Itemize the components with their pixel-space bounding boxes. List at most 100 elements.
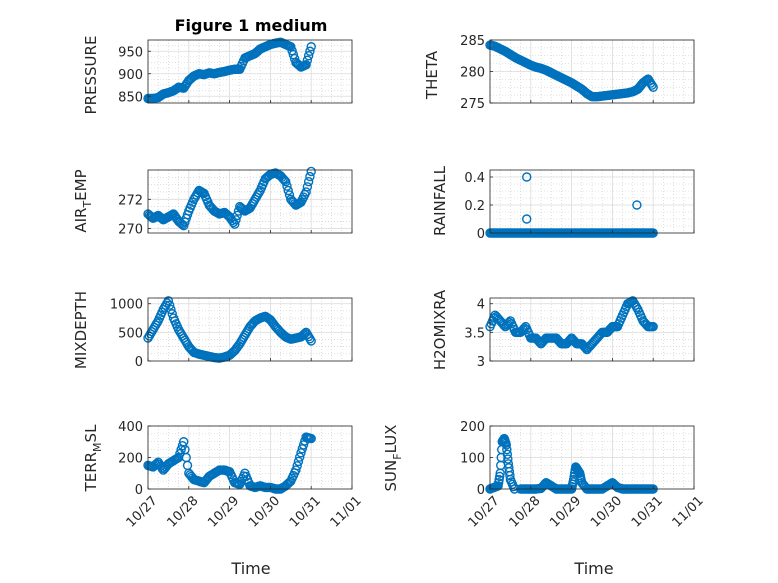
xtick-label-date: 10/27 (466, 493, 503, 530)
ylabel-rainfall: RAINFALL (431, 165, 449, 236)
data-point-interp-pressure (305, 46, 315, 56)
data-point-theta (648, 82, 658, 92)
ylabel-sun-flux: SUNFLUX (382, 425, 404, 492)
ytick-label-sun-flux: 100 (460, 452, 485, 467)
panel-air-temp: 270 272 (118, 166, 353, 238)
data-point-interp-air-temp (279, 175, 290, 185)
data-point-interp-air-temp (305, 171, 315, 182)
data-point-interp-theta (640, 76, 651, 86)
ylabel-air-temp-sub: T (81, 201, 94, 209)
xtick-label-date: 10/28 (506, 493, 543, 530)
data-point-interp-air-temp (282, 181, 292, 191)
data-point-interp-pressure (303, 51, 314, 61)
ylabel-air-temp-part2: EMP (72, 169, 90, 200)
ytick-label-pressure: 900 (118, 68, 143, 83)
data-point-interp-air-temp (278, 174, 288, 184)
data-point-interp-mixdepth (305, 334, 315, 344)
data-point-interp-mixdepth (298, 329, 309, 340)
ylabel-sun-part1: SUN (382, 460, 400, 492)
ytick-label-rainfall: 0.4 (464, 171, 485, 186)
ytick-label-mixdepth: 1000 (110, 298, 143, 313)
ylabel-sun-sub: F (391, 453, 404, 459)
ytick-label-rainfall: 0.2 (464, 199, 485, 214)
ytick-label-pressure: 950 (118, 45, 143, 60)
data-point-air-temp (306, 166, 316, 177)
panel-pressure: 850 900 950 (118, 37, 353, 105)
data-point-interp-sun-flux (502, 444, 512, 455)
data-point-air-temp (281, 177, 291, 187)
data-point-mixdepth (163, 296, 174, 306)
panel-mixdepth: 0 500 1000 (110, 296, 353, 370)
data-point-rainfall (632, 200, 642, 210)
ytick-label-theta: 285 (460, 34, 485, 49)
xtick-label-date: 10/29 (205, 493, 242, 530)
ytick-label-h2omixra: 3 (477, 355, 485, 370)
axes-box-mixdepth (147, 297, 353, 362)
data-point-interp-air-temp (232, 210, 242, 221)
data-point-pressure (306, 42, 316, 52)
panel-rainfall: 0 0.2 0.4 (464, 169, 695, 242)
ylabel-sun-part2: LUX (382, 425, 400, 454)
ytick-label-pressure: 850 (118, 90, 143, 105)
ytick-label-terr-msl: 200 (118, 452, 143, 467)
data-point-interp-sun-flux (493, 478, 504, 488)
data-point-interp-air-temp (303, 177, 314, 187)
ylabel-terr-sub: M (91, 442, 104, 452)
xtick-label-date: 10/28 (164, 493, 201, 530)
data-point-interp-sun-flux (503, 454, 513, 464)
ytick-label-air-temp: 272 (118, 193, 143, 208)
ylabel-mixdepth: MIXDEPTH (72, 291, 90, 369)
xtick-label-date: 10/31 (287, 493, 324, 530)
data-point-interp-sun-flux (494, 471, 505, 482)
data-point-interp-h2omixra (631, 302, 642, 313)
data-point-interp-mixdepth (164, 300, 175, 310)
data-point-interp-theta (647, 80, 657, 90)
ylabel-terr-msl: TERRMSL (82, 424, 104, 493)
ylabel-terr-part2: SL (82, 424, 100, 443)
ytick-label-mixdepth: 500 (118, 326, 143, 341)
ytick-label-h2omixra: 4 (477, 298, 485, 313)
data-point-sun-flux (501, 440, 512, 450)
xlabel-right: Time (573, 559, 613, 578)
data-point-interp-air-temp (284, 190, 295, 200)
xtick-label-date: 10/30 (588, 493, 625, 530)
ylabel-air-temp: AIRTEMP (72, 169, 94, 232)
panel-theta: 275 280 285 (460, 34, 695, 112)
xtick-label-date: 11/01 (328, 493, 365, 530)
xtick-label-date: 10/31 (629, 493, 666, 530)
data-point-interp-mixdepth (166, 304, 176, 315)
data-point-sun-flux (493, 481, 503, 491)
data-point-interp-air-temp (302, 182, 313, 192)
axes-box-h2omixra (489, 297, 695, 362)
data-point-air-temp (229, 219, 240, 229)
ytick-label-mixdepth: 0 (135, 355, 143, 370)
ylabel-theta: THETA (423, 50, 441, 100)
xlabel-left: Time (230, 559, 270, 578)
data-point-interp-h2omixra (518, 324, 528, 335)
data-point-rainfall (522, 172, 532, 182)
xtick-label-date: 10/29 (547, 493, 584, 530)
panel-sun-flux: 0 100 200 10/27 10/28 10/29 10/30 10/31 11/01 (460, 420, 707, 531)
ytick-label-terr-msl: 0 (135, 483, 143, 498)
data-point-interp-h2omixra (503, 319, 513, 329)
panel-terr-msl: 0 200 400 10/27 10/28 10/29 10/30 10/31 11/01 (118, 420, 365, 531)
xtick-label-date: 11/01 (670, 493, 707, 530)
axes-box-rainfall (489, 169, 695, 234)
data-point-interp-air-temp (283, 185, 293, 196)
ytick-label-air-temp: 270 (118, 223, 143, 238)
data-point-interp-air-temp (228, 217, 239, 228)
data-point-interp-air-temp (231, 215, 241, 225)
axes-box-air-temp (147, 169, 353, 234)
ytick-label-theta: 275 (460, 97, 485, 112)
data-point-interp-sun-flux (505, 470, 515, 481)
data-point-terr-msl (306, 433, 316, 444)
ylabel-h2omixra: H2OMIXRA (431, 289, 449, 370)
ytick-label-sun-flux: 200 (460, 420, 485, 435)
ytick-label-theta: 280 (460, 66, 485, 81)
xtick-label-date: 10/30 (246, 493, 283, 530)
data-point-interp-terr-msl (295, 452, 305, 462)
data-point-pressure (301, 60, 311, 70)
data-point-rainfall (522, 214, 532, 224)
data-point-h2omixra (648, 321, 658, 332)
